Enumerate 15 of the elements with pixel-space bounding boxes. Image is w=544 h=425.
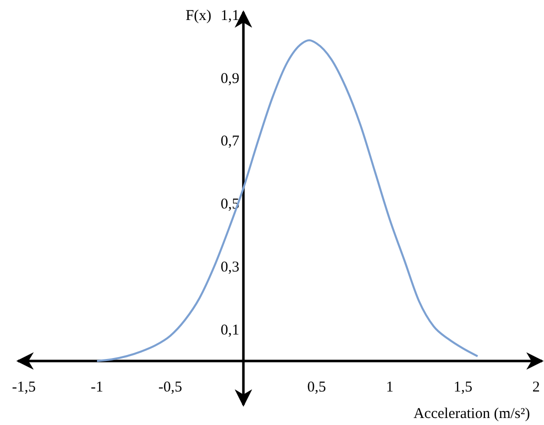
x-tick-label: 2 [532,380,540,396]
x-tick-label: 1,5 [454,380,472,396]
x-axis-title: Acceleration (m/s²) [413,406,530,422]
x-tick-label: -0,5 [158,380,182,396]
x-tick-label: -1 [90,380,104,396]
y-tick-label: 0,9 [220,70,240,87]
y-tick-label: 0,7 [220,134,240,150]
y-tick-label: 0,3 [220,259,240,276]
x-tick-label: 0,5 [307,380,326,396]
y-tick-label: 1,1 [220,8,240,24]
line-series [96,39,479,362]
x-tick-label: 1 [386,380,394,396]
x-tick-label: -1,5 [12,380,36,396]
y-axis-title: F(x) [186,8,212,24]
y-tick-label: 0,1 [220,322,240,338]
